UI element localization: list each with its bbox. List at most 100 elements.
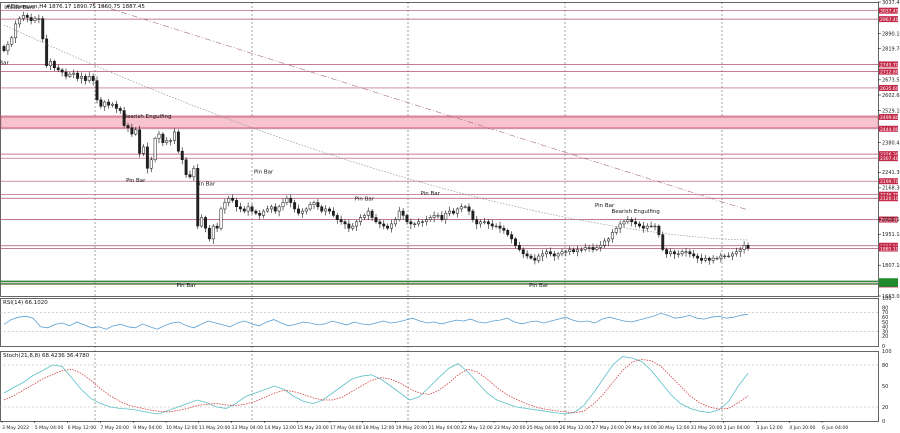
candle [285, 198, 289, 203]
candle [223, 202, 227, 210]
candle [688, 251, 692, 255]
candle [370, 210, 374, 218]
stoch-signal-line [3, 358, 749, 414]
candle [556, 253, 560, 257]
candle [87, 76, 91, 81]
candle [29, 17, 33, 21]
candle [719, 255, 723, 259]
candle [45, 38, 49, 66]
candle [76, 72, 80, 79]
x-tick-label: 6 Jun 04:00 [822, 425, 848, 431]
trend-average-line [89, 1, 749, 211]
candle [277, 206, 281, 212]
candle [165, 140, 169, 143]
x-tick-label: 9 May 04:00 [133, 425, 162, 431]
pattern-annotation: Bearish Engulfing [611, 209, 659, 215]
candle [738, 249, 742, 252]
pattern-annotation: Pin Bar [196, 181, 216, 187]
candle [320, 206, 324, 212]
candle [723, 255, 727, 258]
x-tick-label: 27 May 20:00 [592, 425, 624, 431]
candle [91, 76, 95, 81]
candle [359, 217, 362, 223]
rsi-tick-label: 40 [882, 325, 888, 331]
pattern-annotation: Pin Bar [176, 283, 196, 289]
candle [413, 223, 417, 225]
candle [351, 225, 355, 229]
candle [417, 221, 421, 225]
candle [335, 215, 339, 220]
price-tag [879, 216, 898, 223]
moving-average-line [3, 24, 749, 241]
candle [262, 210, 266, 216]
candle [568, 249, 572, 252]
candle [657, 225, 661, 235]
candle [680, 251, 684, 255]
candle [583, 247, 587, 250]
candle [149, 159, 153, 169]
candle [134, 129, 138, 135]
candle [479, 221, 483, 225]
candle [14, 23, 18, 39]
price-tag [879, 278, 898, 285]
x-tick-label: 25 May 04:00 [527, 425, 559, 431]
candle [2, 46, 6, 51]
rsi-line [3, 312, 749, 330]
candle [258, 212, 262, 216]
candle [521, 249, 525, 255]
candle [293, 202, 297, 210]
candle [316, 202, 320, 208]
price-tag [879, 68, 898, 75]
candle [324, 208, 328, 212]
candle [595, 247, 599, 250]
candle [711, 257, 715, 261]
candle [525, 253, 529, 257]
candle [405, 215, 409, 223]
candle [645, 225, 649, 229]
candle [455, 208, 459, 214]
stoch-main-line [3, 356, 749, 415]
candle [118, 108, 122, 111]
candle [552, 253, 556, 257]
candle [452, 210, 455, 214]
x-tick-label: 7 May 20:00 [100, 425, 129, 431]
pattern-annotation: Inside Bars [4, 5, 35, 11]
pattern-annotation: Bearish Engulfing [123, 114, 171, 120]
pattern-annotation: Bar [0, 61, 9, 67]
price-tag [879, 61, 898, 68]
pattern-annotation: Pin Bar [421, 191, 441, 197]
y-tick-label: 1951.15 [882, 232, 900, 238]
candle [72, 72, 76, 75]
candle [114, 103, 118, 109]
candle [242, 208, 246, 212]
candle [355, 221, 359, 227]
candle [138, 129, 142, 154]
candle [715, 257, 719, 260]
y-tick-label: 1807.10 [882, 263, 900, 269]
price-tag [879, 16, 898, 23]
candle [122, 110, 126, 126]
pattern-annotation: Pin Bar [254, 170, 274, 176]
candle [622, 221, 626, 225]
symbol-header: #Ethereum,H4 1876.17 1890.75 1860.75 188… [6, 4, 145, 10]
candle [641, 225, 645, 229]
candle [548, 251, 552, 255]
pattern-annotation: Pin Bar [126, 178, 146, 184]
candle [483, 221, 486, 223]
candle [130, 127, 134, 135]
y-tick-label: 2819.70 [882, 46, 900, 52]
price-tag-label: 2499.80 [880, 115, 899, 121]
candle [238, 206, 242, 210]
candle [231, 198, 235, 201]
price-tag-label: 2444.90 [880, 127, 899, 133]
x-tick-label: 18 May 12:00 [363, 425, 395, 431]
candle [180, 150, 184, 160]
y-tick-label: 2168.30 [882, 186, 900, 192]
candle [304, 208, 308, 212]
candle [603, 240, 607, 246]
candle [440, 215, 444, 220]
stoch-tick-label: 50 [882, 384, 888, 390]
candle [514, 238, 517, 246]
price-tag-label: 2967.40 [880, 17, 899, 23]
